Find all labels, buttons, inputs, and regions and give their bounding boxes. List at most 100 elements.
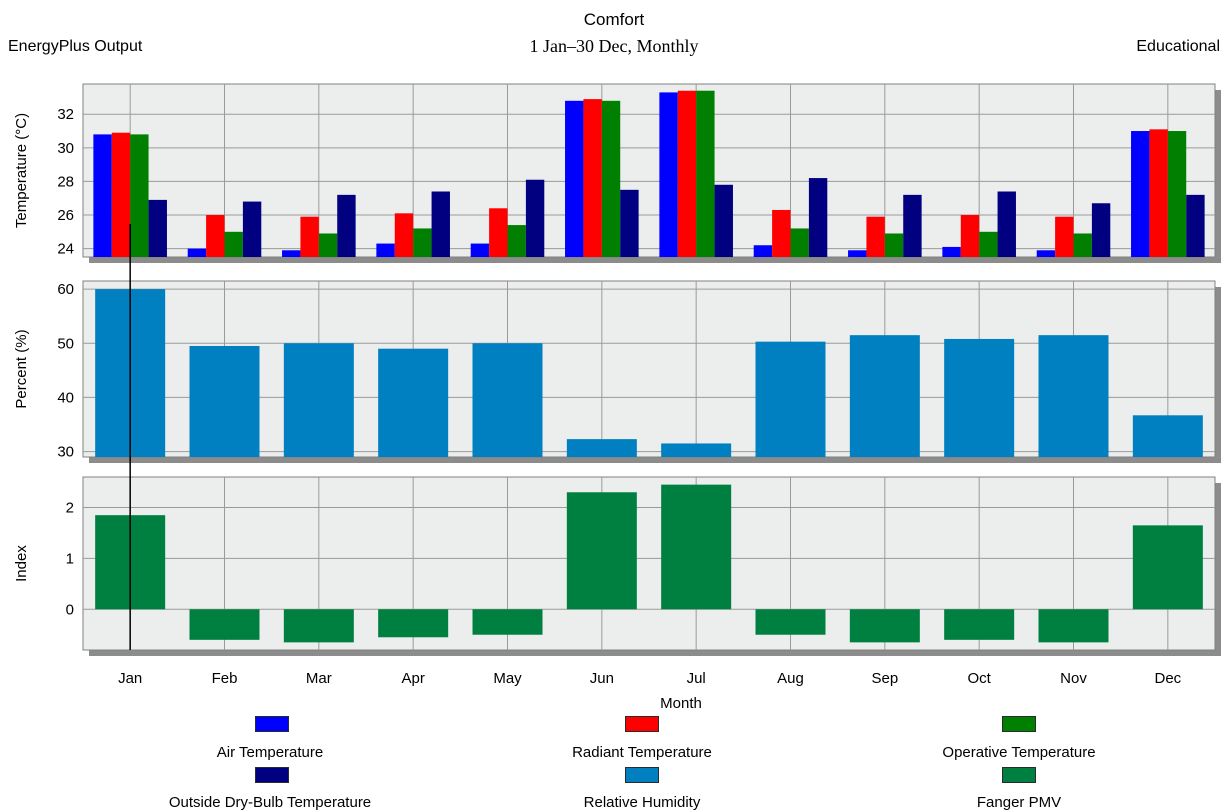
bar-air-temperature-jan — [93, 134, 112, 257]
bar-fanger-pmv-feb — [189, 609, 260, 640]
bar-outside-dry-bulb-temperature-jul — [714, 184, 733, 257]
bar-fanger-pmv-may — [472, 609, 543, 635]
y-tick-label: 24 — [57, 241, 74, 258]
legend-swatch-air-temperature — [255, 716, 289, 732]
bar-fanger-pmv-dec — [1132, 525, 1203, 610]
building-type-label: Educational — [1136, 38, 1220, 55]
bar-air-temperature-mar — [282, 250, 301, 257]
bar-outside-dry-bulb-temperature-oct — [997, 191, 1016, 257]
legend-label-outside-dry-bulb-temperature: Outside Dry-Bulb Temperature — [168, 794, 372, 811]
bar-relative-humidity-sep — [849, 335, 920, 457]
panel-3: 0 1 2 Index Jan Feb Mar Apr May Jun Jul Aug Sep Oct No… — [13, 476, 1221, 712]
legend-swatch-operative-temperature — [1002, 716, 1036, 732]
legend-swatch-relative-humidity — [625, 767, 659, 783]
bar-operative-temperature-sep — [884, 233, 904, 257]
panel-background — [82, 83, 1216, 258]
chart-title: Comfort — [583, 10, 645, 29]
legend-label-operative-temperature: Operative Temperature — [942, 744, 1096, 761]
chart-subtitle: 1 Jan–30 Dec, Monthly — [529, 36, 699, 56]
bar-fanger-pmv-jun — [566, 492, 637, 610]
bar-fanger-pmv-jul — [661, 484, 732, 610]
panel-1: 24 26 28 30 32 Temperature (°C) — [13, 83, 1221, 263]
x-tick-label: Sep — [871, 670, 898, 687]
panel-background — [82, 280, 1216, 458]
bar-outside-dry-bulb-temperature-sep — [903, 194, 922, 257]
bar-operative-temperature-jan — [130, 134, 149, 257]
y-tick-label: 1 — [66, 550, 74, 567]
legend-label-radiant-temperature: Radiant Temperature — [572, 744, 712, 761]
bar-fanger-pmv-sep — [849, 609, 920, 643]
bar-radiant-temperature-apr — [394, 213, 414, 257]
y-tick-label: 26 — [57, 207, 74, 224]
bar-air-temperature-feb — [187, 248, 207, 257]
x-axis-label: Month — [660, 695, 702, 712]
bar-relative-humidity-mar — [283, 343, 354, 457]
bar-outside-dry-bulb-temperature-aug — [808, 178, 828, 257]
bar-relative-humidity-jun — [566, 439, 637, 457]
bar-outside-dry-bulb-temperature-jun — [620, 189, 639, 257]
legend-label-air-temperature: Air Temperature — [216, 744, 324, 761]
bar-radiant-temperature-may — [489, 208, 508, 257]
bar-air-temperature-dec — [1131, 131, 1150, 257]
bar-radiant-temperature-mar — [300, 216, 319, 257]
bar-operative-temperature-nov — [1073, 233, 1092, 257]
bar-radiant-temperature-nov — [1055, 216, 1074, 257]
bar-air-temperature-jun — [565, 100, 584, 258]
x-tick-label: Jan — [118, 670, 142, 687]
bar-relative-humidity-may — [472, 343, 543, 457]
bar-relative-humidity-dec — [1132, 415, 1203, 457]
bar-radiant-temperature-jan — [111, 132, 131, 257]
bar-operative-temperature-apr — [413, 228, 432, 257]
bar-operative-temperature-feb — [224, 231, 243, 257]
bar-radiant-temperature-aug — [772, 209, 791, 257]
x-tick-label: Jun — [590, 670, 614, 687]
bar-radiant-temperature-jun — [583, 99, 602, 257]
y-tick-label: 2 — [66, 500, 74, 517]
x-tick-label: Feb — [212, 670, 238, 687]
bar-relative-humidity-oct — [944, 338, 1015, 457]
bar-operative-temperature-mar — [318, 233, 338, 257]
y-axis-label: Temperature (°C) — [13, 113, 30, 228]
panel-2: 30 40 50 60 Percent (%) — [13, 280, 1221, 463]
bar-outside-dry-bulb-temperature-jan — [148, 199, 167, 257]
y-tick-label: 50 — [57, 335, 74, 352]
bar-outside-dry-bulb-temperature-may — [525, 179, 545, 257]
y-tick-label: 40 — [57, 389, 74, 406]
bar-air-temperature-nov — [1036, 250, 1056, 257]
bar-air-temperature-may — [470, 243, 490, 257]
bar-relative-humidity-nov — [1038, 335, 1109, 457]
x-tick-label: Dec — [1154, 670, 1181, 687]
bar-relative-humidity-aug — [755, 341, 826, 457]
x-tick-label: Apr — [401, 670, 424, 687]
bar-fanger-pmv-mar — [283, 609, 354, 643]
legend-swatch-outside-dry-bulb-temperature — [255, 767, 289, 783]
bar-air-temperature-oct — [942, 246, 961, 257]
bar-outside-dry-bulb-temperature-dec — [1186, 194, 1205, 257]
bar-radiant-temperature-dec — [1149, 129, 1168, 257]
bar-outside-dry-bulb-temperature-apr — [431, 191, 450, 257]
x-tick-label: Aug — [777, 670, 804, 687]
bar-relative-humidity-apr — [378, 348, 449, 457]
bar-outside-dry-bulb-temperature-feb — [242, 201, 262, 257]
y-tick-label: 28 — [57, 173, 74, 190]
x-tick-label: Jul — [687, 670, 706, 687]
bar-radiant-temperature-oct — [960, 215, 980, 257]
bar-operative-temperature-aug — [790, 228, 809, 257]
bar-operative-temperature-dec — [1167, 131, 1187, 257]
y-axis-label: Percent (%) — [13, 329, 30, 408]
legend-label-fanger-pmv: Fanger PMV — [976, 794, 1062, 811]
output-source-label: EnergyPlus Output — [8, 38, 143, 55]
bar-radiant-temperature-jul — [677, 90, 697, 257]
bar-air-temperature-aug — [753, 245, 773, 257]
bar-outside-dry-bulb-temperature-nov — [1091, 203, 1111, 257]
bar-fanger-pmv-nov — [1038, 609, 1109, 643]
bar-fanger-pmv-oct — [944, 609, 1015, 640]
bar-fanger-pmv-aug — [755, 609, 826, 635]
x-tick-label: Mar — [306, 670, 332, 687]
bar-air-temperature-apr — [376, 243, 395, 257]
y-axis-label: Index — [13, 545, 30, 582]
y-tick-label: 30 — [57, 140, 74, 157]
bar-operative-temperature-may — [507, 225, 526, 257]
bar-air-temperature-sep — [848, 250, 867, 257]
